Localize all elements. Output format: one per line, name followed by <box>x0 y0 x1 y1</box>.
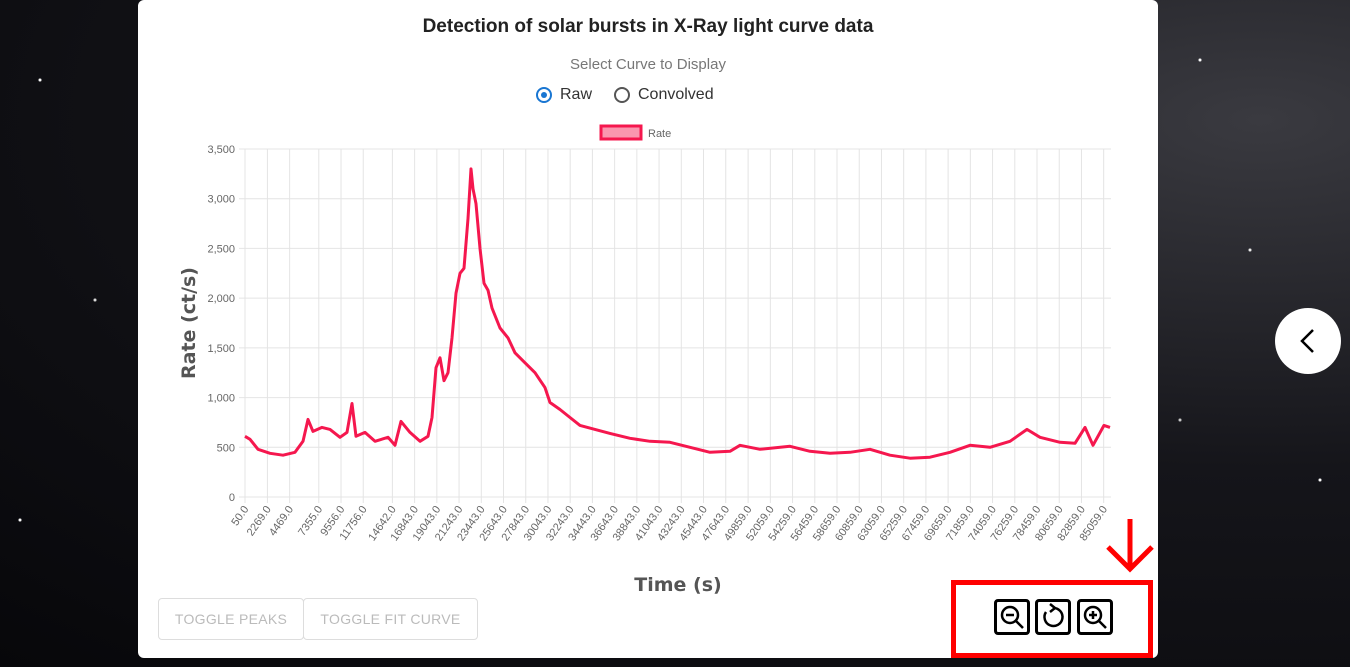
y-tick-label: 3,000 <box>207 194 235 206</box>
x-axis-title: Time (s) <box>634 574 721 596</box>
y-tick-label: 3,500 <box>207 144 235 156</box>
y-tick-label: 0 <box>229 492 235 504</box>
y-tick-label: 1,500 <box>207 343 235 355</box>
radio-raw[interactable]: Raw <box>536 86 592 104</box>
y-axis-title: Rate (ct/s) <box>178 267 200 379</box>
y-tick-label: 2,000 <box>207 293 235 305</box>
curve-select-label: Select Curve to Display <box>570 56 726 73</box>
card <box>138 0 1158 658</box>
x-tick-label: 50.0 <box>229 504 251 528</box>
annotation-arrow <box>1106 519 1154 573</box>
line-series <box>244 167 1111 460</box>
reset-zoom-button[interactable] <box>1035 599 1071 635</box>
toggle-peaks-button[interactable]: TOGGLE PEAKS <box>158 598 304 640</box>
radio-label: Convolved <box>638 86 714 103</box>
y-tick-label: 500 <box>217 442 235 454</box>
zoom-in-button[interactable] <box>1077 599 1113 635</box>
legend-label: Rate <box>648 128 671 140</box>
toggle-fit-button[interactable]: TOGGLE FIT CURVE <box>303 598 478 640</box>
legend-swatch <box>599 124 643 141</box>
radio-label: Raw <box>560 86 593 103</box>
radio-dot[interactable] <box>536 87 552 103</box>
prev-button[interactable] <box>1275 308 1341 374</box>
radio-convolved[interactable]: Convolved <box>614 86 714 104</box>
radio-dot[interactable] <box>614 87 630 103</box>
zoom-out-button[interactable] <box>994 599 1030 635</box>
annotation-box <box>951 580 1153 658</box>
y-tick-label: 1,000 <box>207 393 235 405</box>
y-tick-label: 2,500 <box>207 243 235 255</box>
title: Detection of solar bursts in X-Ray light… <box>422 16 874 37</box>
